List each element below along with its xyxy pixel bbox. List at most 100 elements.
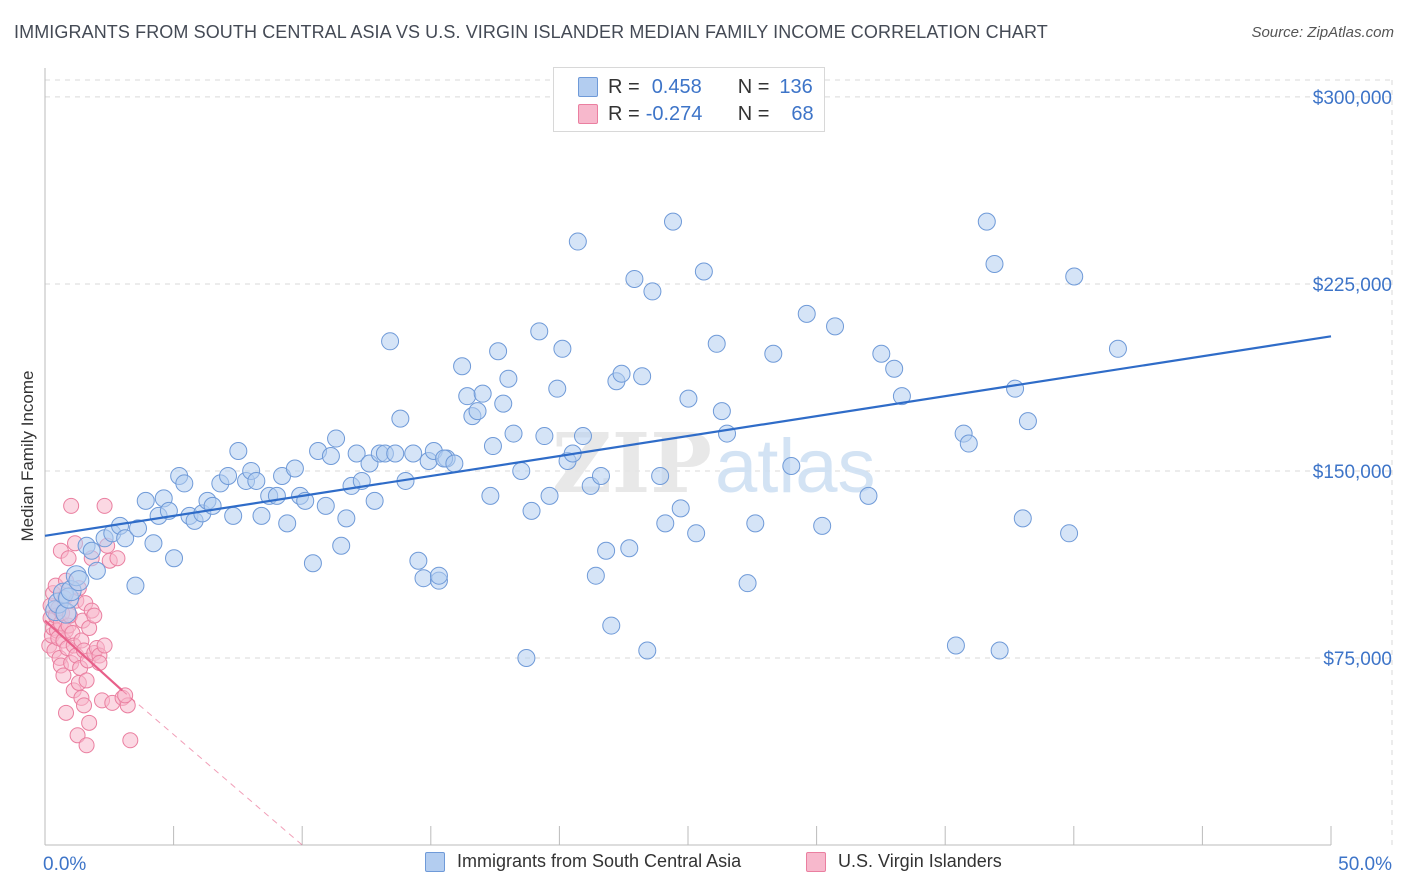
trend-extension-virgin-islanders (121, 690, 303, 846)
data-point-virgin-islanders (63, 497, 80, 514)
data-point-south-central-asia (337, 509, 356, 528)
data-point-south-central-asia (327, 429, 346, 448)
data-point-south-central-asia (285, 459, 304, 478)
data-point-virgin-islanders (91, 654, 108, 671)
data-point-south-central-asia (548, 379, 567, 398)
data-point-south-central-asia (512, 461, 531, 480)
stats-row-pink: R = -0.274 N = 68 (578, 101, 814, 127)
data-point-virgin-islanders (122, 732, 139, 749)
data-point-south-central-asia (409, 551, 428, 570)
data-point-south-central-asia (586, 566, 605, 585)
blue-points-layer (45, 212, 1127, 667)
data-point-south-central-asia (126, 576, 145, 595)
data-point-south-central-asia (707, 334, 726, 353)
data-point-south-central-asia (602, 616, 621, 635)
data-point-south-central-asia (671, 499, 690, 518)
legend-item-south-central-asia[interactable]: Immigrants from South Central Asia (425, 851, 741, 872)
data-point-south-central-asia (87, 561, 106, 580)
legend-swatch-pink (806, 851, 826, 872)
pink-swatch (578, 104, 598, 124)
y-tick-label: $300,000 (1313, 88, 1392, 109)
data-point-south-central-asia (489, 342, 508, 361)
n-value: 136 (779, 75, 813, 98)
data-point-south-central-asia (365, 491, 384, 510)
data-point-virgin-islanders (60, 550, 77, 567)
stats-legend: R = 0.458 N = 136 R = -0.274 N = 68 (553, 67, 825, 132)
data-point-south-central-asia (573, 427, 592, 446)
data-point-south-central-asia (278, 514, 297, 533)
data-point-south-central-asia (391, 409, 410, 428)
data-point-south-central-asia (535, 427, 554, 446)
data-point-south-central-asia (959, 434, 978, 453)
data-point-south-central-asia (252, 506, 271, 525)
data-point-south-central-asia (1060, 524, 1079, 543)
x-tick-label-end: 50.0% (1338, 854, 1392, 875)
data-point-south-central-asia (468, 402, 487, 421)
data-point-south-central-asia (813, 516, 832, 535)
data-point-south-central-asia (219, 466, 238, 485)
data-point-south-central-asia (530, 322, 549, 341)
y-tick-label: $225,000 (1313, 275, 1392, 296)
data-point-virgin-islanders (78, 672, 95, 689)
data-point-south-central-asia (247, 471, 266, 490)
r-value: 0.458 (651, 75, 702, 98)
data-point-south-central-asia (612, 364, 631, 383)
data-point-south-central-asia (885, 359, 904, 378)
data-point-south-central-asia (872, 344, 891, 363)
data-point-virgin-islanders (55, 667, 72, 684)
data-point-virgin-islanders (69, 727, 86, 744)
data-point-south-central-asia (651, 466, 670, 485)
data-point-virgin-islanders (117, 687, 134, 704)
data-point-south-central-asia (540, 486, 559, 505)
data-point-south-central-asia (517, 648, 536, 667)
data-point-south-central-asia (687, 524, 706, 543)
data-point-south-central-asia (797, 304, 816, 323)
y-tick-label: $75,000 (1323, 649, 1392, 670)
data-point-south-central-asia (224, 506, 243, 525)
legend-item-virgin-islanders[interactable]: U.S. Virgin Islanders (806, 851, 1002, 872)
data-point-south-central-asia (990, 641, 1009, 660)
axis-layer (44, 68, 1332, 846)
r-label: R = (608, 102, 640, 125)
data-point-south-central-asia (859, 486, 878, 505)
data-point-virgin-islanders (109, 550, 126, 567)
data-point-south-central-asia (892, 387, 911, 406)
data-point-virgin-islanders (78, 737, 95, 754)
data-point-south-central-asia (458, 387, 477, 406)
data-point-south-central-asia (946, 636, 965, 655)
data-point-virgin-islanders (81, 714, 98, 731)
data-point-south-central-asia (229, 442, 248, 461)
data-point-south-central-asia (347, 444, 366, 463)
data-point-south-central-asia (679, 389, 698, 408)
data-point-virgin-islanders (58, 704, 75, 721)
data-point-south-central-asia (1108, 339, 1127, 358)
data-point-south-central-asia (386, 444, 405, 463)
blue-swatch (578, 77, 598, 97)
data-point-south-central-asia (494, 394, 513, 413)
data-point-south-central-asia (481, 486, 500, 505)
data-point-south-central-asia (82, 541, 101, 560)
data-point-south-central-asia (1065, 267, 1084, 286)
data-point-south-central-asia (1018, 412, 1037, 431)
series-legend: Immigrants from South Central Asia U.S. … (0, 851, 1406, 879)
r-value: -0.274 (645, 102, 703, 125)
data-point-south-central-asia (782, 456, 801, 475)
data-point-south-central-asia (473, 384, 492, 403)
legend-label: Immigrants from South Central Asia (457, 851, 742, 871)
watermark: ZIP atlas (552, 416, 876, 512)
data-point-south-central-asia (144, 534, 163, 553)
data-point-south-central-asia (1013, 509, 1032, 528)
trend-layer (44, 335, 1332, 846)
data-point-south-central-asia (985, 255, 1004, 274)
data-point-south-central-asia (332, 536, 351, 555)
data-point-south-central-asia (429, 566, 448, 585)
data-point-south-central-asia (175, 474, 194, 493)
data-point-south-central-asia (643, 282, 662, 301)
n-label: N = (737, 75, 770, 98)
x-tick-label-start: 0.0% (43, 854, 86, 875)
data-point-south-central-asia (504, 424, 523, 443)
trend-line-south-central-asia (44, 335, 1332, 537)
data-point-south-central-asia (404, 444, 423, 463)
data-point-south-central-asia (68, 570, 90, 592)
